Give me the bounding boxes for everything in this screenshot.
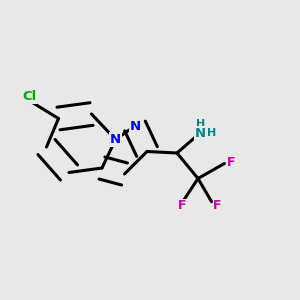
Text: N: N <box>129 119 141 133</box>
Text: H: H <box>196 118 205 129</box>
Text: F: F <box>213 199 222 212</box>
Text: H: H <box>207 128 216 138</box>
Text: Cl: Cl <box>22 90 36 103</box>
Text: N: N <box>195 127 206 140</box>
Text: F: F <box>178 199 186 212</box>
Text: N: N <box>110 133 121 146</box>
Text: F: F <box>227 156 236 169</box>
